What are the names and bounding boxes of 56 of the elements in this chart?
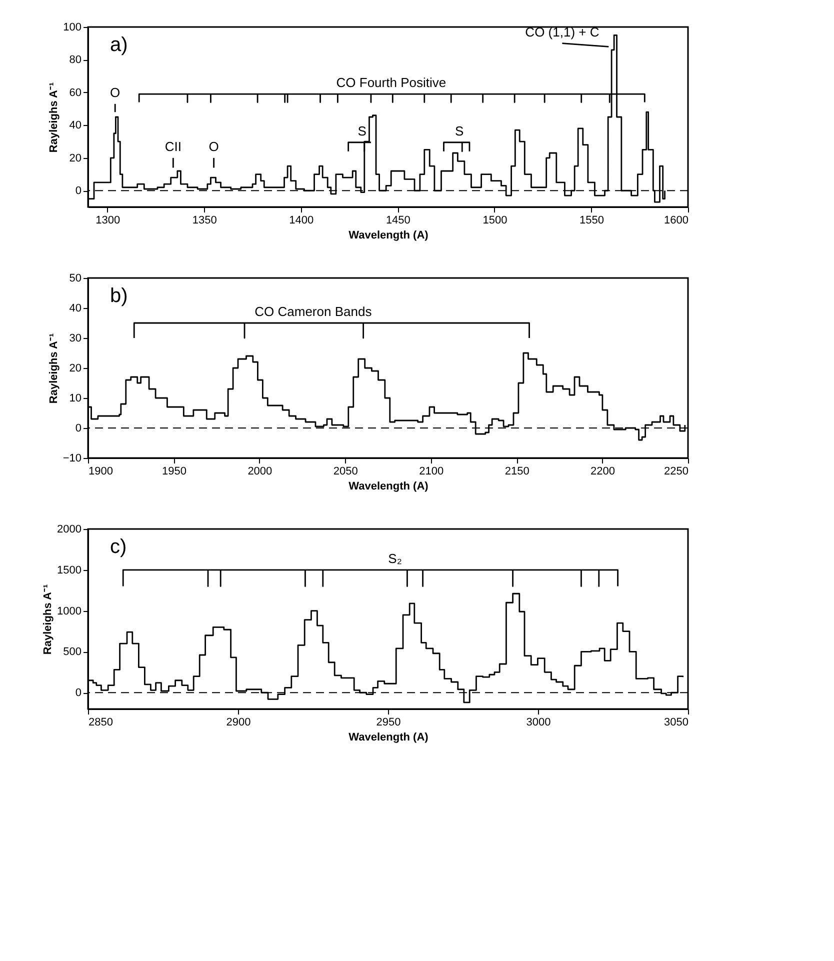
y-tick-label: 60 xyxy=(69,86,82,99)
y-tick-label: 0 xyxy=(75,422,82,434)
y-tick-label: 0 xyxy=(75,687,82,700)
x-tick-label: 1450 xyxy=(386,214,410,226)
y-tick-label: 80 xyxy=(69,54,82,66)
y-tick-label: 20 xyxy=(69,362,82,374)
x-tick-label: 2900 xyxy=(226,716,251,728)
y-tick-label: 100 xyxy=(63,22,82,34)
annotation: a) xyxy=(110,34,128,56)
series-label: CII xyxy=(164,138,182,154)
series-label: O xyxy=(208,138,219,154)
x-axis-title: Wavelength (A) xyxy=(348,230,429,242)
x-tick-label: 2250 xyxy=(664,466,688,478)
series-label: S xyxy=(358,123,367,138)
series-label: CO Fourth Positive xyxy=(336,75,446,90)
x-tick-label: 2050 xyxy=(333,466,358,478)
y-tick-label: 1000 xyxy=(57,605,82,618)
x-axis-title: Wavelength (A) xyxy=(348,480,429,492)
y-tick-label: 500 xyxy=(63,646,82,658)
x-axis-title: Wavelength (A) xyxy=(348,732,429,744)
y-tick-label: 30 xyxy=(69,332,82,344)
annotation: c) xyxy=(110,536,127,558)
x-tick-label: 1900 xyxy=(88,466,113,478)
y-tick-label: 0 xyxy=(75,185,82,198)
x-tick-label: 1600 xyxy=(664,214,688,226)
series-label: S₂ xyxy=(388,550,402,566)
x-tick-label: 1400 xyxy=(289,214,314,226)
series-label: CO (1,1) + C xyxy=(525,24,600,40)
x-tick-label: 1500 xyxy=(482,214,508,226)
y-tick-label: 50 xyxy=(69,272,82,284)
x-tick-label: 2100 xyxy=(419,466,444,478)
y-tick-label: 2000 xyxy=(57,524,82,536)
y-axis-title: Rayleighs A⁻¹ xyxy=(42,584,54,655)
annotation: b) xyxy=(110,285,128,307)
y-tick-label: 20 xyxy=(69,152,82,164)
y-axis-title: Rayleighs A⁻¹ xyxy=(48,82,60,153)
y-axis-title: Rayleighs A⁻¹ xyxy=(48,333,60,404)
series-label: CO Cameron Bands xyxy=(254,304,372,319)
y-tick-label: −10 xyxy=(62,452,82,464)
x-tick-label: 3050 xyxy=(664,716,688,728)
x-tick-label: 2950 xyxy=(376,716,401,728)
y-tick-label: 40 xyxy=(69,120,82,132)
y-tick-label: 10 xyxy=(69,392,82,404)
x-tick-label: 1300 xyxy=(96,214,120,226)
x-tick-label: 2850 xyxy=(88,716,113,728)
x-tick-label: 1550 xyxy=(579,214,604,226)
y-tick-label: 40 xyxy=(69,302,82,314)
y-tick-label: 1500 xyxy=(57,564,82,576)
x-tick-label: 2000 xyxy=(248,466,272,478)
x-tick-label: 2150 xyxy=(504,466,530,478)
series-label: S xyxy=(455,123,464,138)
x-tick-label: 1950 xyxy=(162,466,186,478)
x-tick-label: 3000 xyxy=(526,716,551,728)
x-tick-label: 1350 xyxy=(192,214,217,226)
x-tick-label: 2200 xyxy=(590,466,616,478)
series-label: O xyxy=(110,84,120,100)
